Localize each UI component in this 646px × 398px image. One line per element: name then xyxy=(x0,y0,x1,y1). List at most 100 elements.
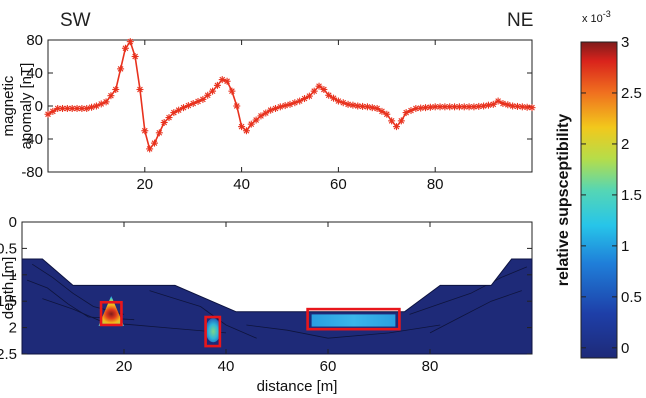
anomaly-data-point xyxy=(117,65,125,73)
magnetic-anomaly-plot: 20 40 60 80 80 40 0 -40 -80 magneticanomaly [nT] xyxy=(0,32,536,193)
anomaly-data-point xyxy=(88,103,96,111)
top-y-axis-label: magneticanomaly [nT] xyxy=(0,63,35,150)
colorbar-gradient xyxy=(580,41,618,359)
anomaly-body-strong xyxy=(94,295,128,326)
anomaly-data-point xyxy=(213,81,221,89)
anomaly-data-point xyxy=(131,53,139,60)
anomaly-data-point xyxy=(223,77,231,85)
anomaly-data-point xyxy=(378,107,386,115)
anomaly-data-point xyxy=(310,87,318,95)
anomaly-data-point xyxy=(320,86,328,93)
colorbar-multiplier-exponent: -3 xyxy=(603,9,611,19)
anomaly-data-point xyxy=(228,87,236,95)
anomaly-data-point xyxy=(238,123,246,131)
anomaly-data-point xyxy=(518,103,526,111)
anomaly-data-point xyxy=(392,123,400,131)
anomaly-data-point xyxy=(204,91,212,99)
top-x-tick-label: 60 xyxy=(330,176,347,193)
anomaly-data-point xyxy=(484,101,492,109)
anomaly-data-point xyxy=(107,92,115,100)
top-x-tick-label: 80 xyxy=(427,176,444,193)
anomaly-data-point xyxy=(330,94,338,102)
anomaly-data-point xyxy=(504,101,512,109)
anomaly-data-point xyxy=(301,95,309,103)
anomaly-data-point xyxy=(49,107,57,115)
ne-label: NE xyxy=(507,10,533,31)
colorbar-multiplier: x 10-3 xyxy=(582,9,611,25)
colorbar-tick-label: 2.5 xyxy=(621,85,642,102)
anomaly-data-point xyxy=(383,110,391,118)
anomaly-data-point xyxy=(83,104,91,112)
anomaly-data-point xyxy=(63,104,71,112)
anomaly-data-point xyxy=(209,87,217,95)
anomaly-highlight-box xyxy=(204,315,222,348)
anomaly-data-point xyxy=(141,127,149,135)
anomaly-data-point xyxy=(175,106,183,114)
top-x-tick-label: 40 xyxy=(233,176,250,193)
top-y-axis-label-line: anomaly [nT] xyxy=(18,63,35,150)
anomaly-data-point xyxy=(388,117,396,125)
anomaly-data-point xyxy=(165,114,173,122)
anomaly-highlight-box xyxy=(99,300,123,327)
anomaly-data-point xyxy=(170,109,178,117)
contour-line xyxy=(246,324,441,339)
bottom-y-tick-label: 2.5 xyxy=(0,346,17,363)
bottom-y-tick-label: 1.5 xyxy=(0,293,17,310)
anomaly-data-point xyxy=(257,112,265,120)
anomaly-data-point xyxy=(121,44,129,52)
colorbar-tick-label: 3 xyxy=(621,34,629,51)
anomaly-data-point xyxy=(349,101,357,109)
bottom-x-tick-label: 40 xyxy=(218,358,235,375)
anomaly-data-point xyxy=(102,98,110,106)
contour-line xyxy=(429,290,522,334)
colorbar-tick-label: 1.5 xyxy=(621,187,642,204)
bottom-y-axis-label: depth [m] xyxy=(0,257,17,320)
anomaly-data-point xyxy=(242,127,250,135)
anomaly-data-point xyxy=(489,100,497,108)
anomaly-body-medium xyxy=(205,318,221,343)
susceptibility-section-plot: 20 40 60 80 0 0.5 1 1.5 2 2.5 distance [m] depth [m… xyxy=(0,214,533,395)
anomaly-data-point xyxy=(112,86,120,93)
anomaly-data-point xyxy=(296,97,304,105)
top-y-axis-label-line: magnetic xyxy=(0,75,17,136)
bottom-y-tick-label: 2 xyxy=(9,320,17,337)
contour-line xyxy=(31,263,125,315)
bottom-y-tick-label: 0.5 xyxy=(0,240,17,257)
anomaly-highlight-box xyxy=(306,307,401,331)
anomaly-data-point xyxy=(305,92,313,100)
bottom-x-tick-label: 20 xyxy=(116,358,133,375)
anomaly-data-point xyxy=(315,82,323,90)
anomaly-data-point xyxy=(528,104,536,112)
anomaly-data-point xyxy=(136,86,144,93)
sw-label: SW xyxy=(60,10,91,31)
anomaly-data-point xyxy=(286,100,294,108)
anomaly-data-point xyxy=(325,91,333,99)
top-x-tick-label: 20 xyxy=(136,176,153,193)
anomaly-data-point xyxy=(73,104,81,112)
anomaly-data-point xyxy=(436,103,444,111)
contour-line xyxy=(149,290,257,339)
bottom-x-tick-label: 60 xyxy=(320,358,337,375)
anomaly-data-point xyxy=(160,119,168,126)
colorbar-tick-label: 1 xyxy=(621,238,629,255)
anomaly-data-point xyxy=(509,102,517,110)
anomaly-data-point xyxy=(363,103,371,111)
top-y-tick-label: 0 xyxy=(35,98,43,115)
anomaly-data-point xyxy=(354,102,362,110)
colorbar-tick-label: 2 xyxy=(621,136,629,153)
anomaly-data-point xyxy=(126,38,134,46)
bottom-y-tick-label: 0 xyxy=(9,214,17,231)
anomaly-data-point xyxy=(233,102,241,110)
top-y-tick-label: -80 xyxy=(21,164,43,181)
colorbar-label: relative supsceptibility xyxy=(555,114,572,287)
anomaly-data-point xyxy=(247,120,255,128)
anomaly-data-point xyxy=(368,104,376,112)
top-y-tick-label: -40 xyxy=(21,131,43,148)
anomaly-data-point xyxy=(44,110,52,118)
anomaly-data-point xyxy=(480,102,488,110)
bottom-y-tick-label: 1 xyxy=(9,267,17,284)
colorbar-tick-label: 0.5 xyxy=(621,289,642,306)
top-y-tick-label: 80 xyxy=(26,32,43,49)
anomaly-data-point xyxy=(150,139,158,147)
